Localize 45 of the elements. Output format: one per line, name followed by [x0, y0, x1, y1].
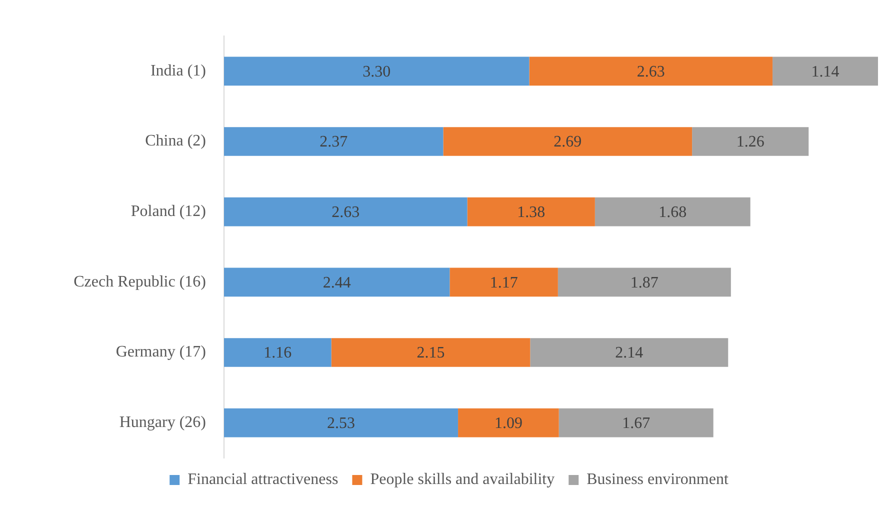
bar: [558, 268, 731, 297]
data-label: 2.69: [554, 134, 582, 151]
data-label: 1.87: [630, 274, 658, 292]
bar: [772, 56, 878, 86]
data-label: 1.14: [811, 63, 840, 80]
data-label: 2.44: [322, 274, 351, 292]
bar: [594, 197, 750, 226]
data-label: 1.26: [736, 134, 764, 151]
bar: [224, 56, 530, 86]
y-tick-label: Hungary (26): [119, 414, 206, 432]
bar: [224, 338, 332, 367]
y-tick-label: Poland (12): [130, 203, 206, 220]
y-tick-label: India (1): [150, 62, 206, 80]
data-label: 2.63: [332, 204, 360, 222]
legend-label: People skills and availability: [370, 471, 555, 488]
y-tick-label: Czech Republic (16): [74, 273, 206, 290]
data-label: 3.30: [362, 63, 391, 80]
bar: [331, 338, 530, 367]
data-label: 1.09: [494, 415, 522, 432]
data-label: 1.67: [622, 415, 650, 432]
legend-label: Business environment: [586, 471, 729, 488]
data-label: 2.14: [615, 344, 644, 362]
bar: [224, 268, 450, 297]
bar: [529, 56, 773, 86]
bar: [224, 408, 458, 438]
bar: [443, 127, 692, 156]
bar: [450, 268, 558, 297]
bar: [458, 408, 559, 438]
data-label: 2.37: [320, 134, 348, 151]
data-label: 1.68: [658, 204, 687, 222]
data-label: 1.17: [490, 274, 518, 292]
data-label: 2.63: [636, 63, 665, 80]
bar: [530, 338, 728, 367]
y-tick-label: China (2): [145, 132, 206, 150]
data-label: 1.16: [264, 344, 292, 362]
data-label: 2.53: [327, 415, 356, 432]
bar: [224, 127, 444, 156]
data-label: 1.38: [517, 204, 546, 222]
y-tick-label: Germany (17): [116, 344, 206, 361]
bar: [692, 127, 809, 156]
legend-label: Financial attractiveness: [188, 471, 338, 488]
bar: [467, 197, 595, 226]
data-label: 2.15: [416, 344, 445, 362]
bar: [558, 408, 714, 438]
bar: [224, 197, 468, 226]
